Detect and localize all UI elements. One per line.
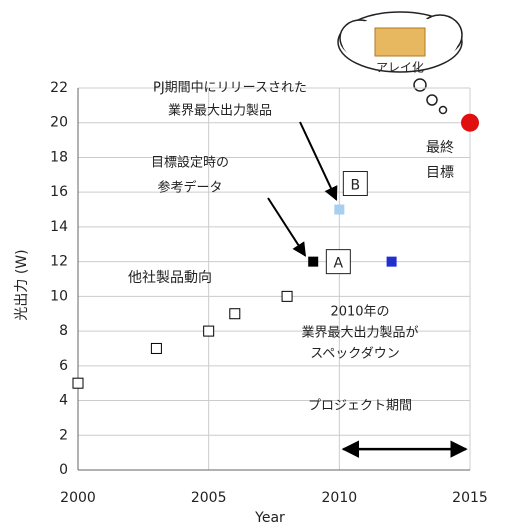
annotation: 目標設定時の xyxy=(151,155,229,171)
y-tick-label: 10 xyxy=(50,288,68,304)
y-tick-label: 20 xyxy=(50,115,68,131)
annotation: スペックダウン xyxy=(310,347,400,362)
arrow xyxy=(267,197,307,257)
y-tick-label: 14 xyxy=(50,219,68,235)
y-tick-label: 2 xyxy=(59,427,68,443)
annotation: 他社製品動向 xyxy=(128,270,212,286)
annotation: 最終 xyxy=(426,140,454,156)
point xyxy=(386,256,397,267)
y-tick-label: 8 xyxy=(59,323,68,339)
annotation: プロジェクト期間 xyxy=(308,399,412,414)
y-tick-label: 4 xyxy=(59,393,68,409)
label-box xyxy=(325,249,351,275)
annotation: 業界最大出力製品が xyxy=(301,325,418,341)
y-tick-label: 6 xyxy=(59,358,68,374)
cloud xyxy=(337,11,463,115)
point xyxy=(203,325,215,337)
label-box xyxy=(342,171,368,196)
point xyxy=(72,377,84,389)
x-tick-label: 2000 xyxy=(60,490,96,506)
annotation: B xyxy=(351,178,361,194)
y-tick-label: 12 xyxy=(50,254,68,270)
point xyxy=(150,342,162,354)
y-axis-label: 光出力 (W) xyxy=(14,249,30,320)
annotation: 2010年の xyxy=(330,305,389,320)
arrow xyxy=(299,121,338,201)
point xyxy=(308,256,319,267)
annotation: アレイ化 xyxy=(376,61,424,75)
x-tick-label: 2010 xyxy=(322,490,358,506)
y-tick-label: 0 xyxy=(59,462,68,478)
annotation: 参考データ xyxy=(157,180,222,196)
annotation: 目標 xyxy=(426,165,454,181)
x-axis-label: Year xyxy=(254,510,285,526)
annotation: A xyxy=(334,256,344,272)
y-tick-label: 18 xyxy=(50,149,68,165)
x-tick-label: 2015 xyxy=(452,490,488,506)
point xyxy=(281,290,293,302)
point xyxy=(229,308,241,320)
y-tick-label: 16 xyxy=(50,184,68,200)
point xyxy=(334,204,345,215)
annotation: PJ期間中にリリースされた xyxy=(153,81,307,96)
x-tick-label: 2005 xyxy=(191,490,227,506)
point xyxy=(461,113,479,132)
y-tick-label: 22 xyxy=(50,80,68,96)
annotation: 業界最大出力製品 xyxy=(168,103,272,119)
